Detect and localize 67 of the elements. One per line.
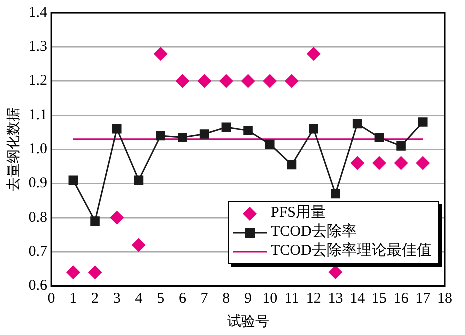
point [309, 124, 318, 134]
y-tick-label: 1.2 [28, 73, 48, 90]
x-tick-label: 3 [113, 291, 121, 308]
point [66, 266, 80, 280]
x-tick-label: 2 [92, 291, 100, 308]
point [68, 176, 78, 185]
legend-label: PFS用量 [271, 204, 326, 223]
point [416, 156, 430, 170]
legend-label: TCOD去除率 [271, 223, 357, 242]
x-tick-label: 17 [416, 291, 432, 308]
point [198, 74, 212, 88]
y-tick-label: 1.1 [28, 107, 48, 124]
point [154, 46, 168, 61]
point [374, 133, 384, 142]
y-tick-label: 1.4 [28, 4, 48, 21]
x-tick-label: 13 [328, 291, 344, 308]
point [265, 140, 275, 150]
point [110, 210, 124, 225]
x-tick-label: 11 [284, 291, 300, 308]
x-tick-label: 15 [372, 291, 387, 308]
x-tick-label: 7 [200, 291, 209, 308]
point [372, 156, 386, 170]
y-tick-label: 0.7 [28, 244, 48, 260]
y-tick-label: 0.6 [28, 278, 48, 294]
x-tick-label: 6 [178, 291, 187, 308]
point [219, 74, 234, 88]
point [222, 122, 232, 132]
point [394, 156, 408, 170]
point [112, 124, 122, 134]
point [88, 266, 102, 280]
point [200, 130, 210, 139]
point [134, 176, 144, 185]
point [350, 156, 365, 170]
point [352, 119, 362, 129]
x-tick-label: 0 [48, 291, 56, 308]
x-axis-title: 试验号 [227, 314, 270, 330]
point [156, 131, 166, 141]
y-tick-label: 0.8 [28, 210, 48, 226]
point [241, 74, 256, 88]
x-tick-label: 12 [306, 291, 322, 308]
x-tick-label: 14 [350, 291, 366, 308]
x-tick-label: 9 [244, 291, 252, 308]
point [132, 238, 146, 252]
point [418, 118, 428, 127]
x-tick-label: 1 [70, 291, 78, 308]
point [396, 142, 406, 151]
point [328, 266, 343, 280]
point [284, 74, 299, 88]
point [287, 160, 297, 170]
x-tick-label: 18 [438, 291, 452, 308]
point [244, 126, 253, 136]
point [263, 74, 278, 88]
y-tick-label: 0.9 [28, 176, 48, 192]
y-axis-title: 去量纲化数据 [6, 108, 22, 192]
point [178, 133, 188, 142]
y-tick-label: 1.0 [28, 142, 48, 158]
x-tick-label: 5 [157, 291, 165, 308]
x-tick-label: 8 [222, 291, 230, 308]
x-tick-label: 16 [394, 291, 410, 308]
legend-label: TCOD去除率理论最佳值 [271, 242, 432, 261]
x-tick-label: 10 [262, 291, 278, 308]
point [176, 74, 190, 88]
x-tick-label: 4 [135, 291, 144, 308]
point [306, 46, 321, 61]
y-tick-label: 1.3 [28, 39, 48, 56]
point [90, 216, 100, 226]
point [331, 189, 340, 199]
